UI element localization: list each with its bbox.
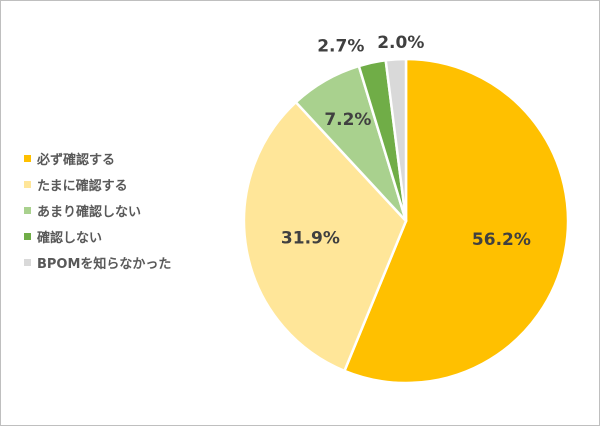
legend-label: あまり確認しない — [37, 204, 142, 220]
legend-label: 確認しない — [37, 230, 103, 246]
legend-swatch — [24, 206, 31, 214]
pie-slice — [384, 57, 408, 223]
pie-slice — [242, 100, 408, 373]
data-label: 2.0% — [377, 33, 424, 53]
data-label: 7.2% — [324, 110, 371, 130]
legend-swatch — [24, 258, 31, 266]
data-label: 56.2% — [472, 230, 531, 250]
legend-item: あまり確認しない — [24, 197, 171, 223]
data-label: 2.7% — [317, 37, 364, 57]
legend-label: 必ず確認する — [37, 152, 116, 168]
legend: 必ず確認する たまに確認する あまり確認しない 確認しない BPOMを知らなかった — [24, 145, 171, 275]
legend-label: たまに確認する — [37, 178, 128, 194]
legend-item: 必ず確認する — [24, 145, 171, 171]
pie-slice — [343, 57, 570, 385]
legend-swatch — [24, 180, 31, 188]
legend-item: 確認しない — [24, 223, 171, 249]
legend-item: BPOMを知らなかった — [24, 249, 171, 275]
legend-swatch — [24, 232, 31, 240]
legend-swatch — [24, 154, 31, 162]
legend-label: BPOMを知らなかった — [37, 256, 172, 272]
data-label: 31.9% — [281, 228, 340, 248]
legend-item: たまに確認する — [24, 171, 171, 197]
